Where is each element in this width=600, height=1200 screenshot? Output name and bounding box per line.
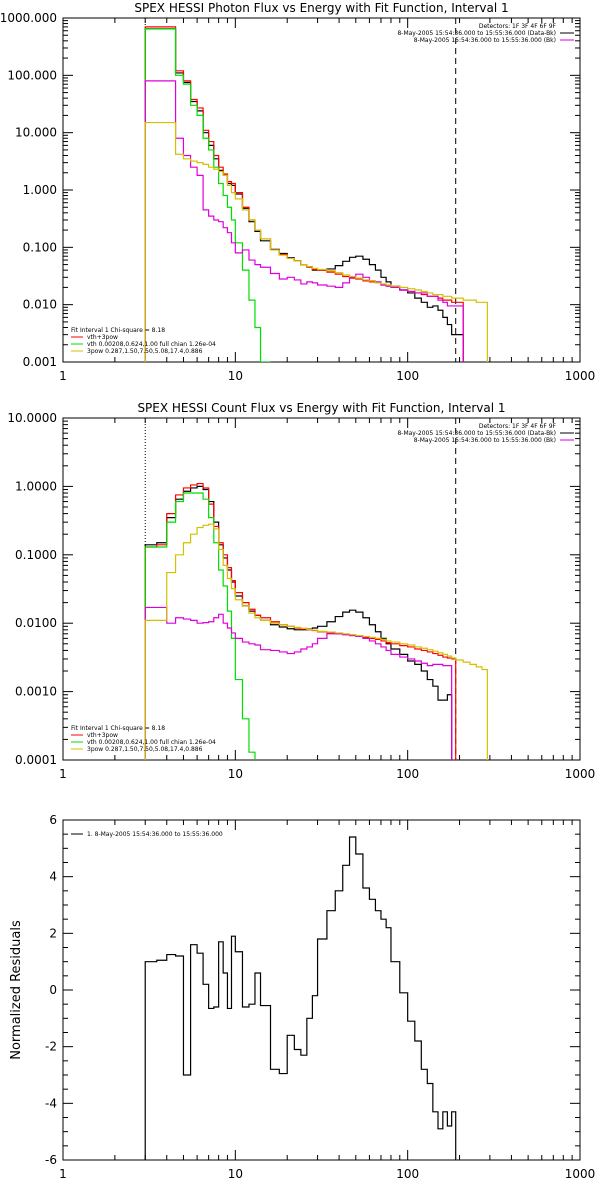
chart-panel-1: SPEX HESSI Photon Flux vs Energy with Fi… xyxy=(0,1,595,383)
y-tick-label: 100.000 xyxy=(7,68,57,82)
x-tick-label: 10 xyxy=(228,767,243,781)
x-tick-label: 100 xyxy=(396,369,419,383)
series-bk xyxy=(144,606,453,760)
x-tick-label: 100 xyxy=(396,767,419,781)
y-tick-label: 1000.000 xyxy=(0,11,57,25)
y-tick-label: 1.0000 xyxy=(15,479,57,493)
y-tick-label: 0.010 xyxy=(23,298,57,312)
y-tick-label: -6 xyxy=(45,1153,57,1167)
series-vth-3pow xyxy=(144,26,464,362)
legend-left-entry: 3pow 0.287,1.50,7.50,5.08,17.4,0.886 xyxy=(87,348,203,355)
y-tick-label: 10.000 xyxy=(15,126,57,140)
y-tick-label: 0 xyxy=(49,983,57,997)
legend-left-entry: 3pow 0.287,1.50,7.50,5.08,17.4,0.886 xyxy=(87,746,203,753)
legend-right-entry: Detectors: 1F 3F 4F 6F 9F xyxy=(479,423,557,430)
y-tick-label: 2 xyxy=(49,926,57,940)
series-vth xyxy=(144,492,256,760)
y-tick-label: 1.000 xyxy=(23,183,57,197)
x-tick-label: 10 xyxy=(228,1167,243,1181)
y-tick-label: 0.100 xyxy=(23,240,57,254)
legend-right-entry: 8-May-2005 15:54:36.000 to 15:55:36.000 … xyxy=(397,430,556,437)
legend-left-entry: vth+3pow xyxy=(87,732,118,739)
series-3pow xyxy=(144,121,488,362)
legend-left-entry: vth 0.00208,0.624,1.00 full chian 1.26e-… xyxy=(87,739,216,746)
series-data-bk xyxy=(144,28,464,362)
legend-left-entry: vth+3pow xyxy=(87,334,118,341)
plot-frame xyxy=(62,819,581,1161)
x-tick-label: 1 xyxy=(59,1167,67,1181)
y-tick-label: 4 xyxy=(49,870,57,884)
legend-right-entry: 8-May-2005 15:54:36.000 to 15:55:36.000 … xyxy=(414,437,556,444)
series-residuals xyxy=(144,836,457,1160)
chart-panel-3: 1 10 100 1000 -6 -4 -2 0 2 4 6 Normalized Residuals… xyxy=(9,813,595,1181)
x-tick-label: 1000 xyxy=(565,767,596,781)
y-axis-label: Normalized Residuals xyxy=(9,920,24,1060)
legend-right-entry: 8-May-2005 15:54:36.000 to 15:55:36.000 … xyxy=(414,37,556,44)
y-tick-label: 10.0000 xyxy=(7,411,57,425)
x-tick-label: 1 xyxy=(59,369,67,383)
plot-frame xyxy=(62,17,581,363)
chart-title: SPEX HESSI Count Flux vs Energy with Fit… xyxy=(137,401,505,415)
x-tick-label: 1000 xyxy=(565,1167,596,1181)
y-tick-label: 0.0010 xyxy=(15,685,57,699)
chart-title: SPEX HESSI Photon Flux vs Energy with Fi… xyxy=(134,1,508,15)
y-tick-label: 0.0100 xyxy=(15,616,57,630)
series-vth xyxy=(144,28,271,362)
y-tick-label: 0.1000 xyxy=(15,548,57,562)
legend-right-entry: 8-May-2005 15:54:36.000 to 15:55:36.000 … xyxy=(397,30,556,37)
legend-left-entry: Fit Interval 1 Chi-square = 8.18 xyxy=(71,725,165,732)
legend-left-entry: 1. 8-May-2005 15:54:36.000 to 15:55:36.0… xyxy=(87,831,223,838)
legend-right-entry: Detectors: 1F 3F 4F 6F 9F xyxy=(479,23,557,30)
y-tick-label: 0.001 xyxy=(23,355,57,369)
legend-left-entry: vth 0.00208,0.624,1.00 full chian 1.26e-… xyxy=(87,341,216,348)
chart-panel-2: SPEX HESSI Count Flux vs Energy with Fit… xyxy=(7,401,595,781)
x-tick-label: 1000 xyxy=(565,369,596,383)
series-bk xyxy=(144,80,464,362)
legend-left-entry: Fit Interval 1 Chi-square = 8.18 xyxy=(71,327,165,334)
x-tick-label: 1 xyxy=(59,767,67,781)
series-vth-3pow xyxy=(144,482,457,760)
y-tick-label: 0.0001 xyxy=(15,753,57,767)
y-tick-label: 6 xyxy=(49,813,57,827)
y-tick-label: -2 xyxy=(45,1040,57,1054)
series-data-bk xyxy=(144,485,453,760)
series-3pow xyxy=(144,523,488,760)
x-tick-label: 100 xyxy=(396,1167,419,1181)
x-tick-label: 10 xyxy=(228,369,243,383)
plot-frame xyxy=(62,417,581,761)
y-tick-label: -4 xyxy=(45,1096,57,1110)
